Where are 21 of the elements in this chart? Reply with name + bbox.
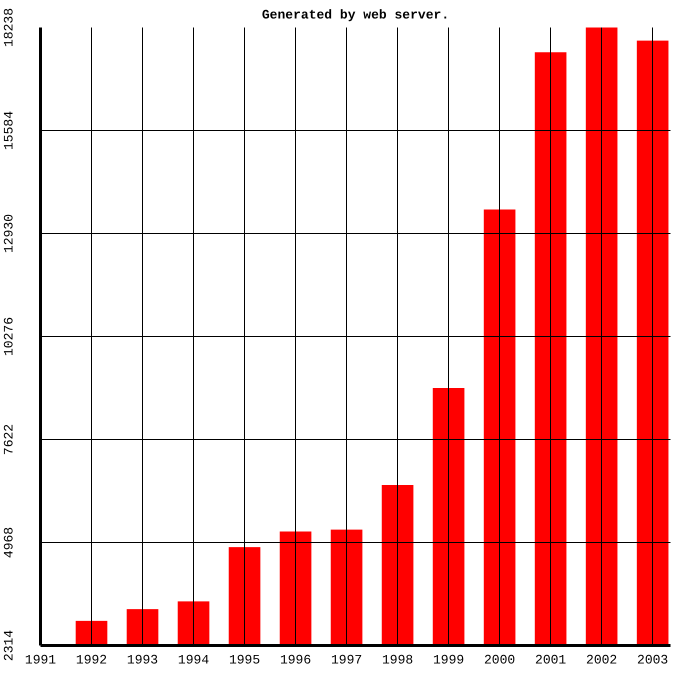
y-tick-label: 15584 [2, 110, 16, 150]
y-tick-label: 10276 [2, 316, 16, 356]
x-tick-label: 1995 [228, 652, 260, 668]
x-tick-label: 1993 [126, 652, 158, 668]
y-tick-label: 2314 [2, 630, 16, 662]
x-tick-label: 2002 [586, 652, 618, 668]
y-tick-label: 7622 [2, 424, 16, 456]
x-tick-label: 1998 [382, 652, 414, 668]
x-tick-label: 2000 [484, 652, 516, 668]
x-tick-label: 1996 [280, 652, 312, 668]
chart-title: Generated by web server. [262, 8, 450, 22]
y-tick-label: 4968 [2, 526, 16, 558]
x-tick-label: 2003 [637, 652, 668, 668]
y-tick-label: 18238 [2, 8, 16, 48]
x-tick-label: 1992 [76, 652, 108, 668]
x-tick-label: 2001 [535, 652, 566, 668]
x-tick-label: 1994 [178, 652, 210, 668]
x-tick-label: 1999 [432, 652, 464, 668]
y-tick-label: 12930 [2, 214, 16, 254]
x-tick-label: 1991 [24, 652, 56, 668]
x-tick-label: 1997 [330, 652, 362, 668]
